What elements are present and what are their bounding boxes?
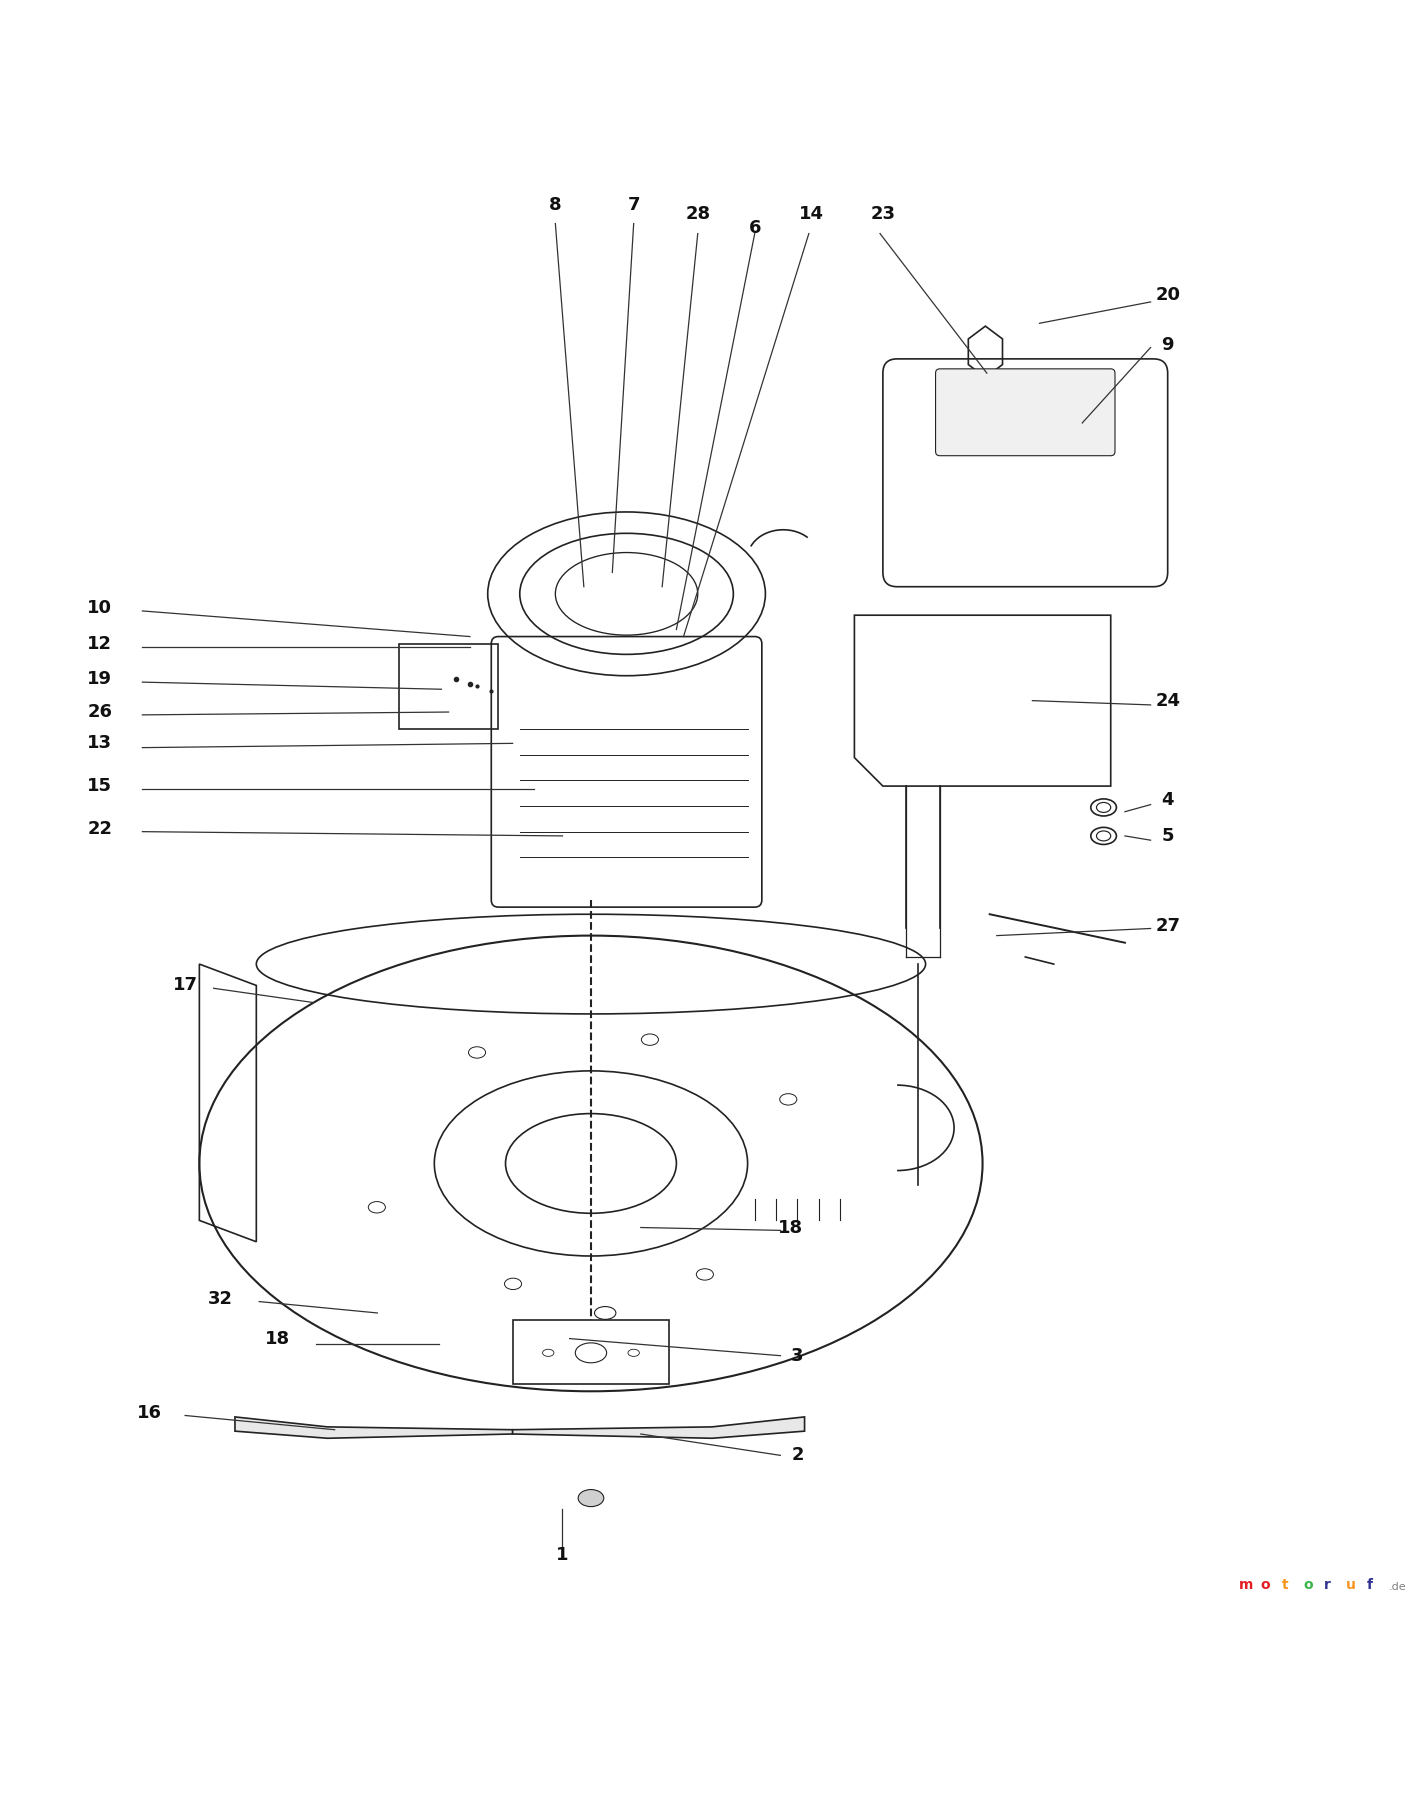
Text: 28: 28 (685, 205, 711, 223)
Text: o: o (1260, 1579, 1270, 1591)
Text: 1: 1 (557, 1546, 568, 1564)
Text: 16: 16 (137, 1404, 162, 1422)
Polygon shape (513, 1417, 805, 1438)
Text: 6: 6 (749, 220, 760, 238)
Text: 27: 27 (1155, 916, 1180, 934)
Text: 24: 24 (1155, 691, 1180, 709)
Text: 10: 10 (87, 599, 112, 617)
Text: m: m (1239, 1579, 1253, 1591)
Text: r: r (1324, 1579, 1331, 1591)
Text: 9: 9 (1162, 335, 1173, 353)
Text: 2: 2 (792, 1447, 803, 1465)
Text: 17: 17 (172, 976, 198, 994)
Text: 32: 32 (208, 1291, 234, 1309)
Text: t: t (1282, 1579, 1289, 1591)
Text: 20: 20 (1155, 286, 1180, 304)
Text: 3: 3 (792, 1346, 803, 1364)
Text: 7: 7 (628, 196, 639, 214)
Text: 23: 23 (870, 205, 896, 223)
Text: 15: 15 (87, 778, 112, 796)
Text: 8: 8 (550, 196, 561, 214)
Text: 13: 13 (87, 734, 112, 752)
Text: 12: 12 (87, 635, 112, 653)
Text: o: o (1303, 1579, 1313, 1591)
Text: 18: 18 (265, 1330, 290, 1348)
Text: f: f (1367, 1579, 1373, 1591)
Polygon shape (235, 1417, 513, 1438)
FancyBboxPatch shape (936, 369, 1115, 455)
Text: u: u (1346, 1579, 1356, 1591)
Text: .de: .de (1388, 1582, 1405, 1591)
Text: 22: 22 (87, 819, 112, 837)
Text: 19: 19 (87, 670, 112, 688)
Ellipse shape (578, 1490, 604, 1507)
Text: 18: 18 (778, 1219, 803, 1237)
Text: 4: 4 (1162, 792, 1173, 810)
Bar (399, 644, 498, 729)
Bar (513, 1319, 669, 1384)
Text: 14: 14 (799, 205, 824, 223)
Text: 5: 5 (1162, 826, 1173, 844)
Text: 26: 26 (87, 704, 112, 722)
